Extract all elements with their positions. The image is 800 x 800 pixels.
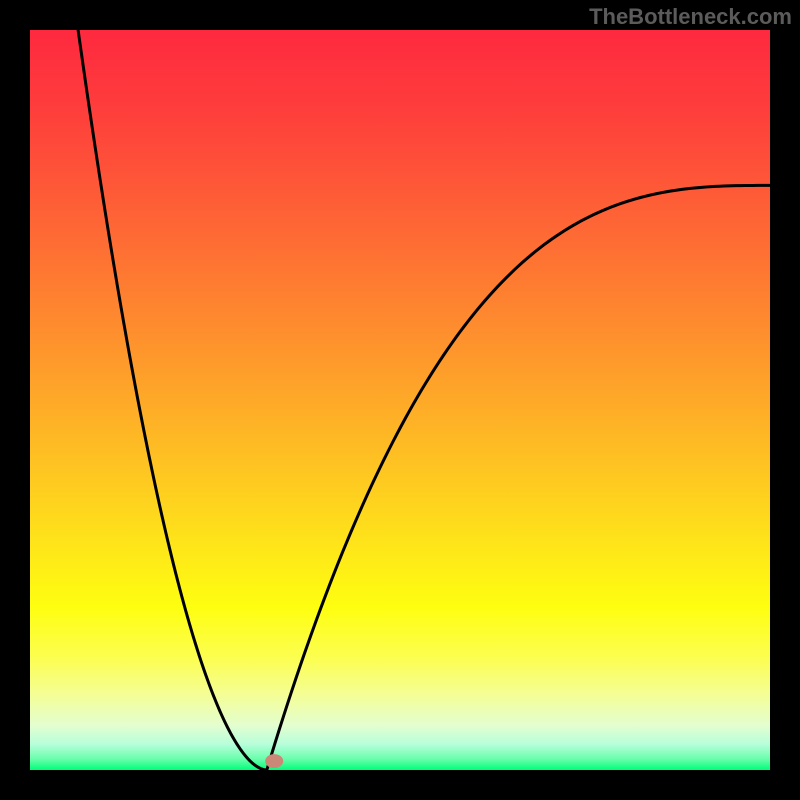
root-container: TheBottleneck.com [0, 0, 800, 800]
plot-area [30, 30, 770, 770]
watermark-text: TheBottleneck.com [589, 4, 792, 30]
gradient-background [30, 30, 770, 770]
